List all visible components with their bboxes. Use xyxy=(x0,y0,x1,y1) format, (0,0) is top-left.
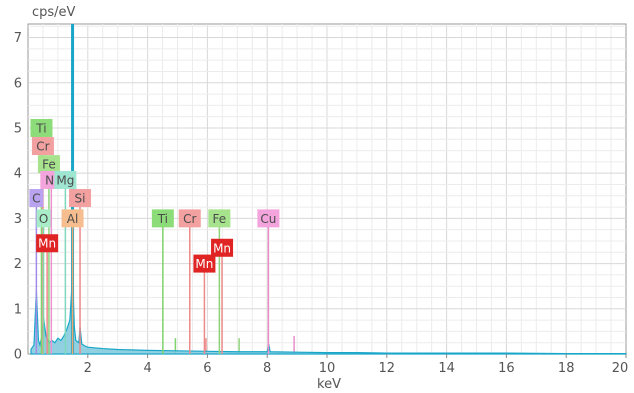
element-label-fe: Fe xyxy=(37,155,60,174)
element-label-text: Mg xyxy=(56,173,74,187)
element-label-box xyxy=(208,209,231,228)
x-tick-label: 20 xyxy=(612,361,629,376)
x-axis-title: keV xyxy=(317,377,341,392)
x-tick-label: 18 xyxy=(558,361,575,376)
element-label-box xyxy=(257,209,280,228)
x-tick-label: 14 xyxy=(438,361,455,376)
element-label-box xyxy=(36,234,59,253)
element-label-box xyxy=(31,137,54,156)
element-label-text: Fe xyxy=(213,212,227,226)
y-axis-ticks: 0 1 2 3 4 5 6 7 xyxy=(14,31,22,362)
x-tick-label: 8 xyxy=(263,361,271,376)
element-label-text: Mn xyxy=(195,257,213,271)
element-label-cr: Cr xyxy=(31,137,54,156)
element-label-text: O xyxy=(39,212,48,226)
x-tick-label: 16 xyxy=(498,361,515,376)
element-label-text: Mn xyxy=(213,241,231,255)
element-label-box xyxy=(69,189,92,208)
element-label-box xyxy=(54,170,77,189)
element-label-box xyxy=(193,254,216,273)
element-label-text: Cr xyxy=(183,212,196,226)
main-peak-bar xyxy=(71,24,75,354)
element-label-box xyxy=(61,209,84,228)
element-label-text: Cu xyxy=(260,212,276,226)
element-label-box xyxy=(151,209,174,228)
element-label-box xyxy=(36,209,51,228)
element-label-fe: Fe xyxy=(208,209,231,228)
element-label-o: O xyxy=(36,209,51,228)
element-label-al: Al xyxy=(61,209,84,228)
y-tick-label: 3 xyxy=(14,212,22,227)
element-label-mg: Mg xyxy=(54,170,77,189)
y-tick-label: 5 xyxy=(14,121,22,136)
y-tick-label: 4 xyxy=(14,167,22,182)
y-tick-label: 1 xyxy=(14,302,22,317)
element-label-ti: Ti xyxy=(30,118,53,137)
x-tick-label: 12 xyxy=(379,361,396,376)
grid-lines xyxy=(28,24,626,354)
x-tick-label: 10 xyxy=(319,361,336,376)
element-label-text: Ti xyxy=(35,121,46,135)
element-label-cu: Cu xyxy=(257,209,280,228)
y-tick-label: 2 xyxy=(14,257,22,272)
y-tick-label: 6 xyxy=(14,76,22,91)
element-label-c: C xyxy=(29,189,44,208)
element-label-mn: Mn xyxy=(211,238,234,257)
element-label-mn: Mn xyxy=(193,254,216,273)
element-label-text: Fe xyxy=(42,158,56,172)
y-tick-label: 0 xyxy=(14,348,22,363)
x-axis-ticks: 2 4 6 8 10 12 14 16 18 20 xyxy=(84,354,629,376)
element-label-cr: Cr xyxy=(178,209,201,228)
x-tick-label: 2 xyxy=(84,361,92,376)
y-axis-title: cps/eV xyxy=(32,5,76,20)
element-label-text: Al xyxy=(67,212,79,226)
element-label-box xyxy=(211,238,234,257)
y-tick-label: 7 xyxy=(14,31,22,46)
element-label-box xyxy=(29,189,44,208)
x-tick-label: 4 xyxy=(143,361,151,376)
element-label-text: C xyxy=(32,192,40,206)
element-label-text: Mn xyxy=(38,237,56,251)
x-tick-label: 6 xyxy=(203,361,211,376)
element-label-text: Si xyxy=(75,192,86,206)
element-label-box xyxy=(37,155,60,174)
element-label-text: Ti xyxy=(157,212,168,226)
element-label-mn: Mn xyxy=(36,234,59,253)
element-label-si: Si xyxy=(69,189,92,208)
element-label-box xyxy=(30,118,53,137)
element-label-text: Cr xyxy=(36,140,49,154)
element-label-box xyxy=(178,209,201,228)
element-label-ti: Ti xyxy=(151,209,174,228)
